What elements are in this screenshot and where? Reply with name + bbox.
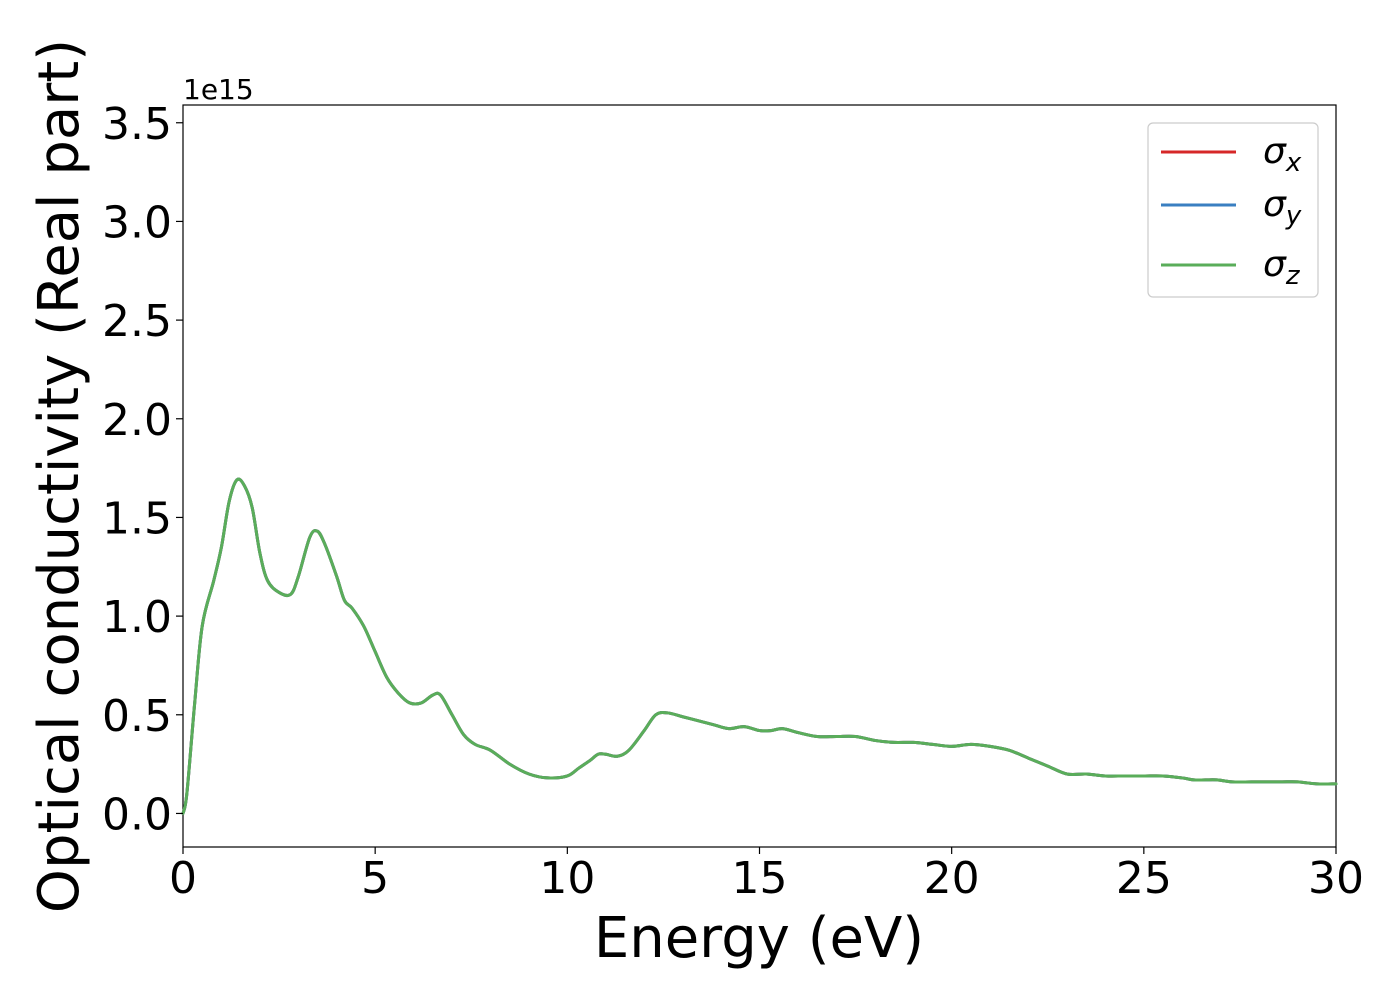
y-tick-label: 3.5 — [102, 99, 172, 150]
legend-label-sigma-y: σy — [1263, 184, 1302, 231]
x-tick-label: 0 — [169, 853, 197, 904]
y-tick-label: 1.0 — [102, 592, 172, 643]
y-tick-label: 2.5 — [102, 296, 172, 347]
legend: σx σy σz — [1147, 122, 1319, 298]
x-tick-label: 15 — [732, 853, 788, 904]
y-tick-label: 2.0 — [102, 395, 172, 446]
x-axis-label: Energy (eV) — [594, 906, 924, 971]
legend-label-sigma-x: σx — [1263, 131, 1302, 178]
y-tick-label: 0.0 — [102, 789, 172, 840]
y-axis-label: Optical conductivity (Real part) — [27, 39, 92, 913]
x-tick-label: 30 — [1308, 853, 1364, 904]
series-line-sigma-z — [181, 477, 1338, 815]
x-tick-label: 25 — [1116, 853, 1172, 904]
y-ticks: 0.0 0.5 1.0 1.5 2.0 2.5 3.0 3.5 — [102, 99, 183, 840]
y-offset-label: 1e15 — [183, 73, 254, 106]
x-tick-label: 20 — [924, 853, 980, 904]
legend-box — [1147, 122, 1319, 298]
y-tick-label: 1.5 — [102, 493, 172, 544]
x-tick-label: 5 — [361, 853, 389, 904]
y-tick-label: 3.0 — [102, 197, 172, 248]
x-tick-label: 10 — [539, 853, 595, 904]
x-ticks: 0 5 10 15 20 25 30 — [169, 847, 1364, 904]
series-lines — [181, 477, 1338, 815]
legend-label-sigma-z: σz — [1263, 244, 1301, 291]
y-tick-label: 0.5 — [102, 691, 172, 742]
plot-frame — [182, 104, 1337, 848]
